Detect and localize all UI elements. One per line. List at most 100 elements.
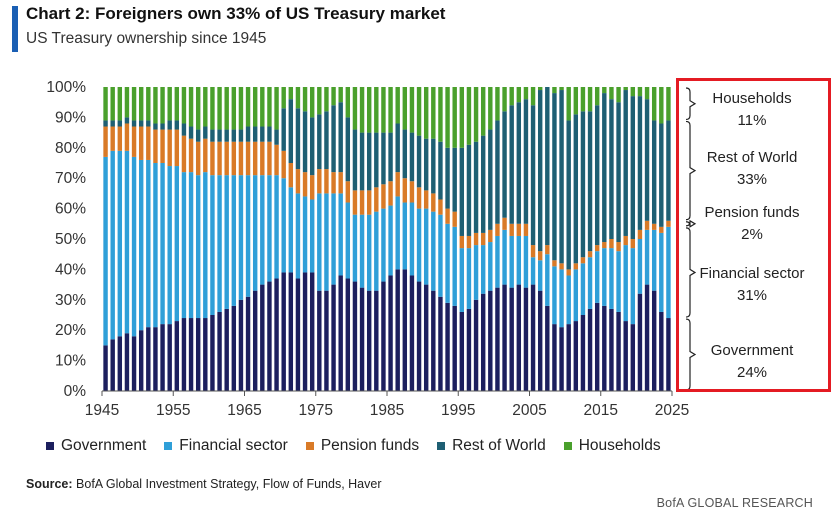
bar-rest-of-world-2009: [559, 90, 564, 264]
bar-rest-of-world-1994: [452, 147, 457, 212]
bar-rest-of-world-2002: [509, 105, 514, 224]
annotation-brace-0: [685, 87, 697, 121]
bar-rest-of-world-1983: [374, 132, 379, 188]
bar-pension-funds-1993: [445, 208, 450, 224]
bar-rest-of-world-1967: [260, 126, 265, 142]
bar-government-1965: [245, 296, 251, 391]
bar-financial-sector-1965: [245, 175, 251, 297]
annotation-government: Government 24%: [692, 340, 812, 384]
bar-financial-sector-1993: [445, 223, 450, 303]
bar-households-1975: [317, 87, 322, 115]
annotation-label: Financial sector: [699, 265, 805, 282]
bar-households-2004: [523, 87, 529, 100]
bar-pension-funds-1994: [452, 211, 457, 227]
bar-government-1955: [174, 321, 180, 391]
bar-rest-of-world-2011: [573, 114, 579, 264]
bar-households-1989: [416, 87, 422, 136]
bar-rest-of-world-1979: [345, 117, 351, 182]
bar-households-1954: [167, 87, 172, 121]
bar-financial-sector-1982: [366, 214, 372, 291]
bar-households-1999: [488, 87, 493, 130]
bar-rest-of-world-1970: [281, 108, 286, 151]
bar-pension-funds-1986: [395, 172, 400, 197]
y-tick-label: 90%: [55, 109, 86, 126]
bar-rest-of-world-2006: [537, 90, 543, 252]
bar-financial-sector-1999: [488, 242, 493, 291]
bar-financial-sector-2003: [516, 235, 522, 285]
bar-households-1955: [174, 87, 180, 121]
bar-government-2001: [502, 284, 507, 391]
bar-financial-sector-1952: [153, 163, 158, 328]
bar-pension-funds-1979: [345, 181, 351, 203]
bar-pension-funds-1957: [188, 138, 194, 173]
bar-financial-sector-2022: [651, 229, 657, 291]
bar-financial-sector-2012: [580, 263, 586, 315]
legend-label-government: Government: [61, 437, 147, 454]
bar-financial-sector-1961: [217, 175, 222, 312]
bar-financial-sector-1960: [210, 175, 215, 315]
bar-households-2014: [594, 87, 600, 106]
bar-government-2000: [495, 287, 500, 391]
bar-financial-sector-1951: [146, 159, 151, 328]
bar-households-1972: [295, 87, 301, 109]
bar-financial-sector-1994: [452, 226, 457, 306]
bar-households-2010: [566, 87, 571, 121]
bar-households-1971: [288, 87, 294, 100]
bar-households-1996: [466, 87, 472, 145]
bar-rest-of-world-2019: [630, 96, 636, 240]
bar-pension-funds-2009: [559, 263, 564, 270]
bar-households-2018: [623, 87, 628, 91]
bar-pension-funds-2008: [552, 260, 557, 267]
bar-rest-of-world-1972: [295, 108, 301, 170]
bar-households-1969: [274, 87, 279, 130]
bar-financial-sector-2011: [573, 269, 579, 322]
bar-pension-funds-1967: [260, 141, 265, 176]
bar-financial-sector-1981: [359, 214, 365, 288]
bar-pension-funds-2000: [495, 223, 500, 236]
bar-pension-funds-2024: [666, 220, 671, 227]
bar-pension-funds-1955: [174, 129, 180, 167]
bar-pension-funds-2012: [580, 257, 586, 264]
bar-government-1954: [167, 324, 172, 391]
bar-financial-sector-1972: [295, 193, 301, 279]
bar-government-1988: [409, 275, 415, 391]
bar-government-1972: [295, 278, 301, 391]
bar-government-2004: [523, 287, 529, 391]
bar-pension-funds-1954: [167, 129, 172, 167]
bar-government-2018: [623, 321, 628, 391]
bar-rest-of-world-1975: [317, 114, 322, 170]
bar-government-2014: [594, 302, 600, 391]
bar-financial-sector-2001: [502, 229, 507, 285]
bar-financial-sector-1947: [117, 150, 123, 337]
bar-government-1985: [388, 275, 393, 391]
bar-pension-funds-1956: [181, 135, 187, 173]
bar-pension-funds-1978: [338, 172, 343, 194]
source-note: Source: BofA Global Investment Strategy,…: [26, 477, 382, 491]
bar-government-1948: [124, 333, 130, 391]
bar-households-1960: [210, 87, 215, 130]
y-tick-label: 40%: [55, 261, 86, 278]
annotation-highlight-box: [676, 78, 831, 392]
bar-financial-sector-1953: [160, 163, 165, 325]
bar-rest-of-world-1948: [124, 117, 130, 124]
bar-households-1995: [459, 87, 465, 148]
bar-pension-funds-1959: [203, 138, 208, 173]
bar-financial-sector-1980: [352, 214, 358, 282]
bar-government-2020: [637, 293, 643, 391]
bar-households-1952: [153, 87, 158, 124]
bar-financial-sector-1987: [402, 202, 408, 270]
bar-rest-of-world-1981: [359, 132, 365, 191]
bar-households-1966: [252, 87, 258, 127]
bar-government-2009: [559, 327, 564, 391]
bar-households-1965: [245, 87, 251, 127]
bar-households-1978: [338, 87, 343, 103]
bar-rest-of-world-1984: [381, 132, 386, 185]
bar-households-1984: [381, 87, 386, 133]
bar-rest-of-world-1968: [267, 126, 272, 142]
bar-households-1962: [224, 87, 229, 130]
bar-pension-funds-1966: [252, 141, 258, 176]
bar-households-1953: [160, 87, 165, 124]
bar-households-2000: [495, 87, 500, 121]
bar-pension-funds-2005: [530, 245, 536, 258]
bar-government-1976: [324, 290, 329, 391]
